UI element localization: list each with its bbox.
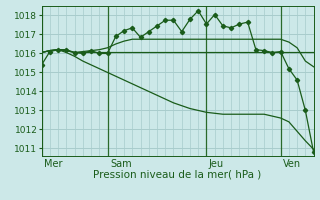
Text: Jeu: Jeu	[209, 159, 224, 169]
Text: Sam: Sam	[110, 159, 132, 169]
Text: Ven: Ven	[283, 159, 301, 169]
X-axis label: Pression niveau de la mer( hPa ): Pression niveau de la mer( hPa )	[93, 170, 262, 180]
Text: Mer: Mer	[44, 159, 63, 169]
